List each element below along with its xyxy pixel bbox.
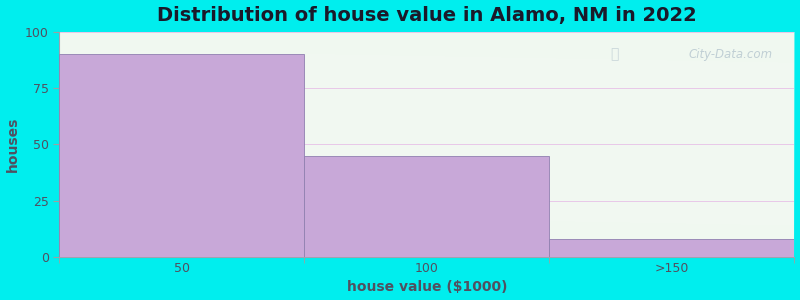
Title: Distribution of house value in Alamo, NM in 2022: Distribution of house value in Alamo, NM… xyxy=(157,6,697,25)
Bar xyxy=(550,239,794,257)
Bar xyxy=(305,156,550,257)
X-axis label: house value ($1000): house value ($1000) xyxy=(346,280,507,294)
Text: City-Data.com: City-Data.com xyxy=(688,48,772,61)
Text: Ⓢ: Ⓢ xyxy=(610,47,619,61)
Y-axis label: houses: houses xyxy=(6,117,19,172)
Bar xyxy=(59,54,305,257)
